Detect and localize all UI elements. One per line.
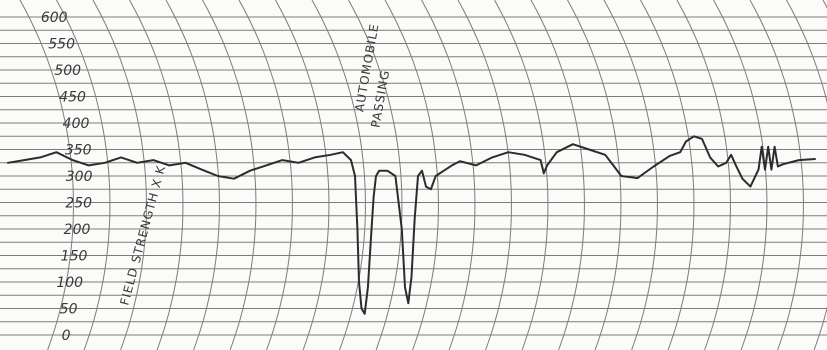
arc-grid-layer <box>19 0 827 350</box>
field-strength-trace <box>7 135 816 315</box>
grid-line-arc <box>165 0 220 350</box>
y-tick-labels: 0 50 100 150 200 250 300 350 400 450 500 550 600 <box>41 10 93 344</box>
grid-line-arc <box>786 0 827 350</box>
y-tick-label: 350 <box>65 143 92 159</box>
y-tick-label: 100 <box>56 275 83 291</box>
y-tick-label: 500 <box>54 63 81 79</box>
grid-line-arc <box>713 0 768 350</box>
y-tick-label: 550 <box>48 37 75 53</box>
grid-line-arc <box>822 0 827 9</box>
grid-line-arc <box>275 0 330 350</box>
grid-line-arc <box>494 0 549 350</box>
grid-line-arc <box>19 0 74 350</box>
grid-line-arc <box>640 0 695 350</box>
y-tick-label: 400 <box>63 116 90 132</box>
grid-line-arc <box>530 0 585 350</box>
grid-line-arc <box>56 0 111 350</box>
trace-layer <box>7 135 816 315</box>
y-tick-label: 200 <box>64 222 91 238</box>
y-tick-label: 150 <box>61 249 88 265</box>
grid-line-arc <box>457 0 512 350</box>
y-tick-label: 50 <box>60 302 78 318</box>
grid-line-arc <box>567 0 622 350</box>
grid-line-arc <box>238 0 293 350</box>
y-tick-label: 300 <box>66 169 93 185</box>
grid-line-arc <box>348 0 403 350</box>
y-tick-label: 250 <box>65 196 92 212</box>
y-axis-label: FIELD STRENGTH X K <box>117 163 168 306</box>
grid-line-arc <box>129 0 184 350</box>
grid-line-arc <box>311 0 366 350</box>
grid-line-arc <box>676 0 731 350</box>
grid-line-arc <box>421 0 476 350</box>
grid-layer <box>0 16 827 336</box>
grid-line-arc <box>202 0 257 350</box>
grid-line-arc <box>92 0 147 350</box>
grid-line-arc <box>749 0 804 350</box>
grid-line-arc <box>603 0 658 350</box>
y-tick-label: 600 <box>41 10 68 26</box>
y-tick-label: 0 <box>62 328 71 344</box>
y-tick-label: 450 <box>59 90 86 106</box>
